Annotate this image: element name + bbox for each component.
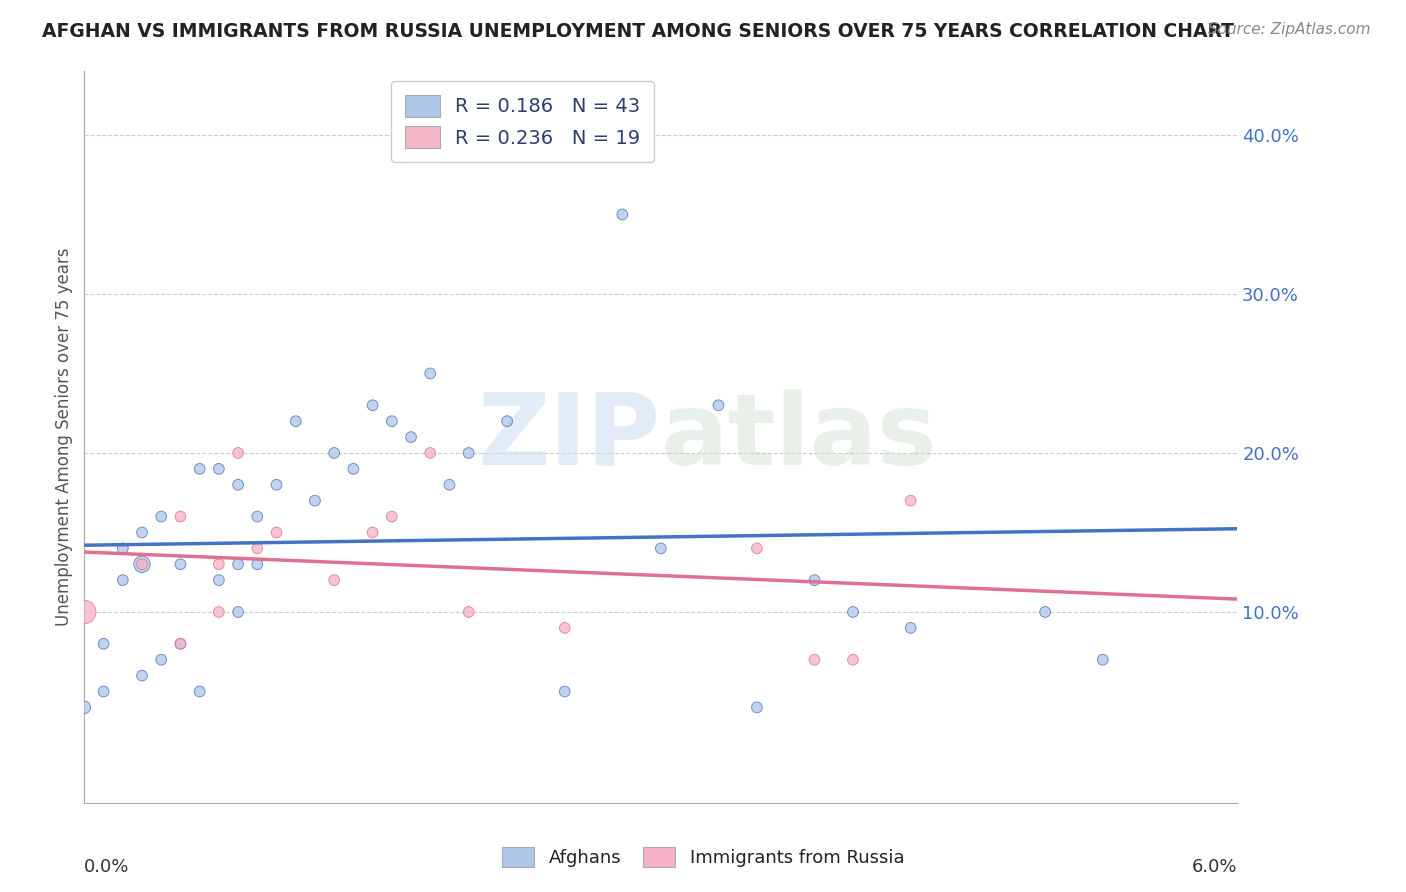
Point bbox=[612, 207, 634, 221]
Legend: R = 0.186   N = 43, R = 0.236   N = 19: R = 0.186 N = 43, R = 0.236 N = 19 bbox=[391, 81, 654, 162]
Point bbox=[419, 367, 441, 381]
Text: 6.0%: 6.0% bbox=[1192, 858, 1237, 877]
Point bbox=[1091, 653, 1114, 667]
Point bbox=[111, 573, 134, 587]
Point bbox=[208, 573, 231, 587]
Point bbox=[361, 525, 384, 540]
Point bbox=[169, 637, 191, 651]
Point bbox=[803, 653, 825, 667]
Point bbox=[900, 621, 922, 635]
Y-axis label: Unemployment Among Seniors over 75 years: Unemployment Among Seniors over 75 years bbox=[55, 248, 73, 626]
Point bbox=[150, 509, 173, 524]
Legend: Afghans, Immigrants from Russia: Afghans, Immigrants from Russia bbox=[495, 839, 911, 874]
Point bbox=[169, 509, 191, 524]
Point bbox=[169, 558, 191, 572]
Point bbox=[323, 446, 346, 460]
Point bbox=[73, 700, 96, 714]
Point bbox=[226, 446, 249, 460]
Point bbox=[188, 462, 211, 476]
Point bbox=[842, 605, 865, 619]
Point bbox=[208, 462, 231, 476]
Point bbox=[266, 525, 288, 540]
Point bbox=[266, 477, 288, 491]
Point bbox=[439, 477, 461, 491]
Point bbox=[361, 398, 384, 412]
Point bbox=[554, 621, 576, 635]
Point bbox=[93, 684, 115, 698]
Point bbox=[111, 541, 134, 556]
Point bbox=[208, 605, 231, 619]
Point bbox=[226, 605, 249, 619]
Point bbox=[226, 477, 249, 491]
Point bbox=[226, 558, 249, 572]
Point bbox=[745, 541, 768, 556]
Point bbox=[208, 558, 231, 572]
Point bbox=[554, 684, 576, 698]
Point bbox=[707, 398, 730, 412]
Point bbox=[399, 430, 422, 444]
Point bbox=[1033, 605, 1056, 619]
Point bbox=[188, 684, 211, 698]
Point bbox=[131, 668, 153, 682]
Point bbox=[457, 605, 479, 619]
Point bbox=[304, 493, 326, 508]
Text: ZIP: ZIP bbox=[478, 389, 661, 485]
Point bbox=[150, 653, 173, 667]
Point bbox=[650, 541, 672, 556]
Point bbox=[169, 637, 191, 651]
Point bbox=[419, 446, 441, 460]
Point bbox=[323, 573, 346, 587]
Point bbox=[246, 509, 269, 524]
Point bbox=[284, 414, 307, 428]
Point bbox=[342, 462, 364, 476]
Point bbox=[745, 700, 768, 714]
Point bbox=[93, 637, 115, 651]
Point bbox=[381, 509, 404, 524]
Point bbox=[131, 558, 153, 572]
Point bbox=[381, 414, 404, 428]
Point bbox=[246, 541, 269, 556]
Point bbox=[246, 558, 269, 572]
Point bbox=[131, 558, 153, 572]
Text: Source: ZipAtlas.com: Source: ZipAtlas.com bbox=[1208, 22, 1371, 37]
Point bbox=[900, 493, 922, 508]
Point bbox=[842, 653, 865, 667]
Text: atlas: atlas bbox=[661, 389, 938, 485]
Text: 0.0%: 0.0% bbox=[84, 858, 129, 877]
Point bbox=[803, 573, 825, 587]
Text: AFGHAN VS IMMIGRANTS FROM RUSSIA UNEMPLOYMENT AMONG SENIORS OVER 75 YEARS CORREL: AFGHAN VS IMMIGRANTS FROM RUSSIA UNEMPLO… bbox=[42, 22, 1234, 41]
Point bbox=[496, 414, 519, 428]
Point bbox=[457, 446, 479, 460]
Point bbox=[73, 605, 96, 619]
Point bbox=[131, 525, 153, 540]
